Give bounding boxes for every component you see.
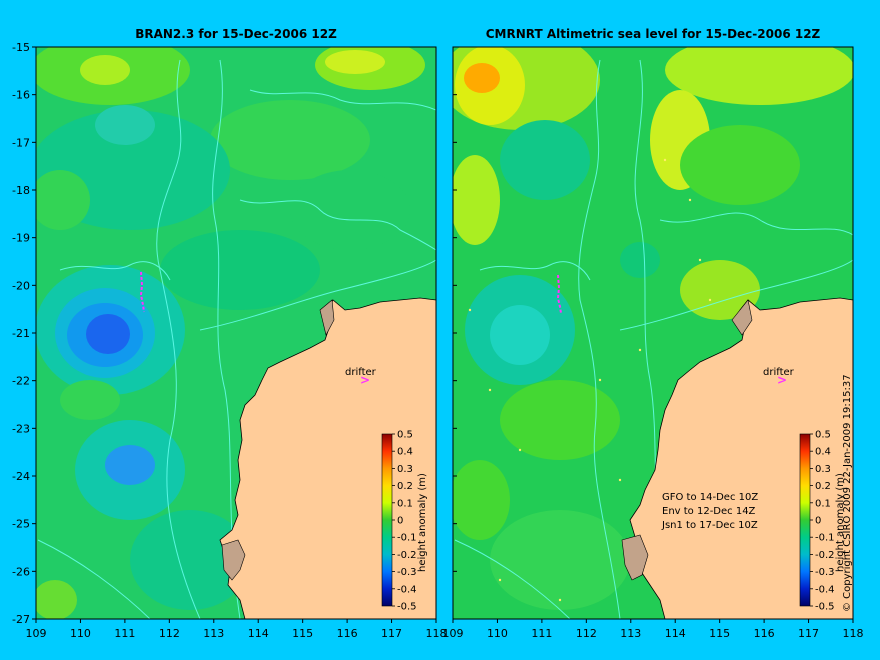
colorbar-tick-label: -0.2 [397, 550, 417, 561]
altimeter-legend-2: Env to 12-Dec 14Z [662, 506, 756, 517]
colorbar-tick-label: 0.1 [397, 498, 413, 509]
lat-tick-label: -23 [12, 422, 30, 435]
lon-tick-label: 111 [531, 627, 552, 640]
colorbar-right-ticks: 0.5 0.4 0.3 0.2 0.1 0 -0.1 -0.2 -0.3 -0.4 -0.5 [810, 430, 835, 613]
colorbar-tick-label: -0.3 [397, 567, 417, 578]
lat-tick-label: -20 [12, 279, 30, 292]
colorbar-tick-label: -0.5 [397, 602, 417, 613]
colorbar-tick-label: 0.2 [397, 481, 413, 492]
drifter-label-left: drifter [345, 367, 377, 378]
colorbar-left-ticks: 0.5 0.4 0.3 0.2 0.1 0 -0.1 -0.2 -0.3 -0.4 -0.5 [392, 430, 417, 613]
lat-tick-label: -26 [12, 565, 30, 578]
lat-tick-label: -24 [12, 470, 30, 483]
lon-tick-label: 116 [754, 627, 775, 640]
colorbar-left [381, 433, 393, 607]
lon-tick-label: 115 [709, 627, 730, 640]
altimeter-legend-1: GFO to 14-Dec 10Z [662, 492, 758, 503]
colorbar-tick-label: 0.2 [815, 481, 831, 492]
lon-tick-label: 109 [26, 627, 47, 640]
lon-tick-label: 113 [203, 627, 224, 640]
lon-tick-label: 117 [798, 627, 819, 640]
colorbar-tick-label: 0.1 [815, 498, 831, 509]
lon-tick-label: 109 [443, 627, 464, 640]
drifter-marker-right: > [777, 373, 787, 387]
lat-tick-label: -22 [12, 375, 30, 388]
lon-tick-label: 114 [665, 627, 686, 640]
left-map [36, 47, 436, 619]
colorbar-tick-label: 0.3 [397, 464, 413, 475]
colorbar-right [799, 433, 811, 607]
lon-tick-label: 114 [248, 627, 269, 640]
drifter-marker-left: > [360, 373, 370, 387]
colorbar-tick-label: 0.3 [815, 464, 831, 475]
altimeter-legend-3: Jsn1 to 17-Dec 10Z [661, 520, 758, 531]
colorbar-tick-label: 0.5 [815, 430, 831, 441]
colorbar-right-label: height anomaly (m) [835, 473, 846, 572]
lat-tick-label: -15 [12, 41, 30, 54]
lat-tick-label: -25 [12, 518, 30, 531]
lat-tick-label: -19 [12, 232, 30, 245]
colorbar-tick-label: -0.4 [397, 584, 417, 595]
lon-tick-label: 111 [114, 627, 135, 640]
lat-tick-label: -17 [12, 136, 30, 149]
lon-tick-label: 112 [576, 627, 597, 640]
lat-tick-label: -16 [12, 89, 30, 102]
drifter-label-right: drifter [763, 367, 795, 378]
lon-tick-label: 113 [620, 627, 641, 640]
longitude-axis-right: 109 110 111 112 113 114 115 116 117 118 [443, 619, 864, 640]
colorbar-tick-label: -0.5 [815, 602, 835, 613]
lat-tick-label: -21 [12, 327, 30, 340]
colorbar-tick-label: 0 [397, 516, 403, 527]
colorbar-tick-label: -0.1 [815, 533, 835, 544]
right-panel-title: CMRNRT Altimetric sea level for 15-Dec-2… [486, 27, 821, 41]
colorbar-tick-label: -0.1 [397, 533, 417, 544]
lat-tick-label: -27 [12, 613, 30, 626]
lon-tick-label: 110 [487, 627, 508, 640]
colorbar-tick-label: -0.3 [815, 567, 835, 578]
latitude-axis-left: -15 -16 -17 -18 -19 -20 -21 -22 -23 -24 -25 -26 -27 [12, 41, 36, 626]
lon-tick-label: 118 [843, 627, 864, 640]
lon-tick-label: 110 [70, 627, 91, 640]
right-map [453, 47, 853, 619]
copyright-notice: © Copyright CSIRO 2009 22-Jan-2009 19:15… [842, 374, 853, 612]
latitude-axis-right [453, 46, 457, 620]
colorbar-left-label: height anomaly (m) [417, 473, 428, 572]
colorbar-tick-label: 0.4 [815, 447, 831, 458]
colorbar-tick-label: 0.5 [397, 430, 413, 441]
left-panel-title: BRAN2.3 for 15-Dec-2006 12Z [135, 27, 337, 41]
lon-tick-label: 116 [337, 627, 358, 640]
longitude-axis-left: 109 110 111 112 113 114 115 116 117 118 [26, 619, 447, 640]
colorbar-tick-label: -0.2 [815, 550, 835, 561]
lon-tick-label: 118 [426, 627, 447, 640]
lon-tick-label: 117 [381, 627, 402, 640]
colorbar-tick-label: -0.4 [815, 584, 835, 595]
colorbar-tick-label: 0.4 [397, 447, 413, 458]
lon-tick-label: 115 [292, 627, 313, 640]
lon-tick-label: 112 [159, 627, 180, 640]
lat-tick-label: -18 [12, 184, 30, 197]
colorbar-tick-label: 0 [815, 516, 821, 527]
